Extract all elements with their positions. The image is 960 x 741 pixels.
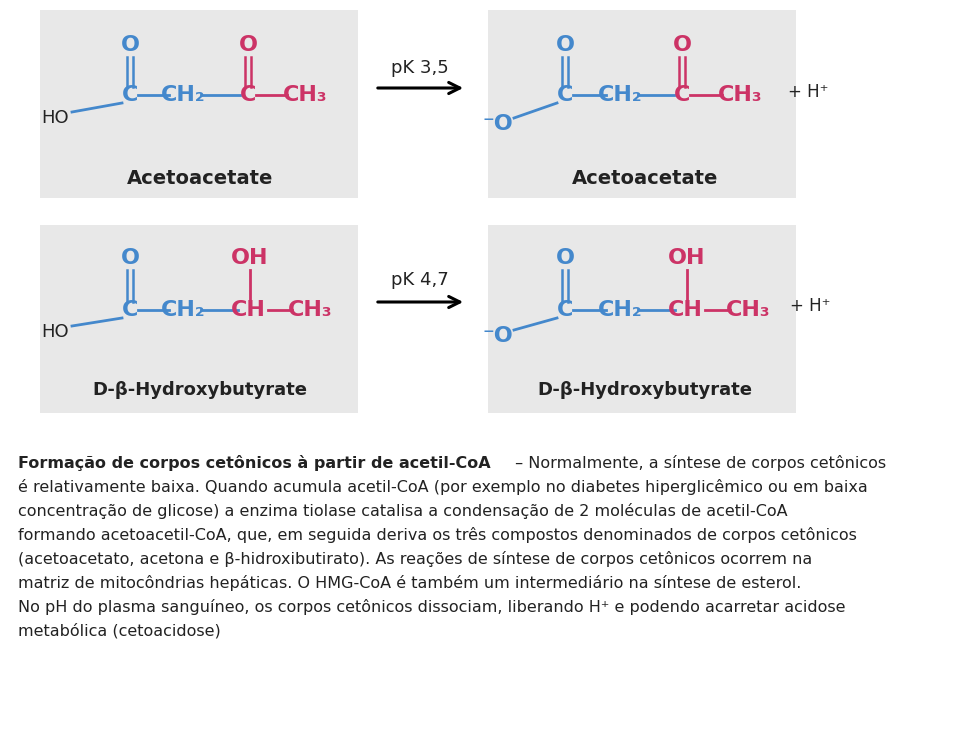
Text: – Normalmente, a síntese de corpos cetônicos: – Normalmente, a síntese de corpos cetôn… [510,455,886,471]
Text: CH₂: CH₂ [598,85,642,105]
Text: HO: HO [41,323,69,341]
Text: Formação de corpos cetônicos à partir de acetil-CoA: Formação de corpos cetônicos à partir de… [18,455,491,471]
Text: CH: CH [230,300,265,320]
Text: C: C [557,85,573,105]
Text: HO: HO [41,109,69,127]
Text: CH₃: CH₃ [718,85,762,105]
Text: CH₃: CH₃ [288,300,332,320]
Text: CH₃: CH₃ [282,85,327,105]
Bar [488,225,796,413]
Text: pK 3,5: pK 3,5 [391,59,449,77]
Text: C: C [122,300,138,320]
Text: OH: OH [668,248,706,268]
Text: CH₂: CH₂ [160,300,205,320]
Text: O: O [556,248,574,268]
Text: C: C [122,85,138,105]
Text: pK 4,7: pK 4,7 [391,271,449,289]
Text: CH₃: CH₃ [726,300,770,320]
Text: C: C [240,85,256,105]
Text: O: O [121,248,139,268]
Text: é relativamente baixa. Quando acumula acetil-CoA (por exemplo no diabetes hiperg: é relativamente baixa. Quando acumula ac… [18,479,868,495]
Text: CH: CH [667,300,703,320]
Text: C: C [557,300,573,320]
Text: + H⁺: + H⁺ [790,297,830,315]
Bar [40,225,358,413]
Text: + H⁺: + H⁺ [788,83,828,101]
Text: OH: OH [231,248,269,268]
Text: C: C [674,85,690,105]
Text: matriz de mitocôndrias hepáticas. O HMG-CoA é também um intermediário na síntese: matriz de mitocôndrias hepáticas. O HMG-… [18,575,802,591]
Text: D-β-Hydroxybutyrate: D-β-Hydroxybutyrate [92,381,307,399]
Text: No pH do plasma sanguíneo, os corpos cetônicos dissociam, liberando H⁺ e podendo: No pH do plasma sanguíneo, os corpos cet… [18,599,846,615]
Bar [488,10,796,198]
Text: CH₂: CH₂ [160,85,205,105]
Text: CH₂: CH₂ [598,300,642,320]
Text: metabólica (cetoacidose): metabólica (cetoacidose) [18,623,221,639]
Text: O: O [238,35,257,55]
Text: (acetoacetato, acetona e β-hidroxibutirato). As reações de síntese de corpos cet: (acetoacetato, acetona e β-hidroxibutira… [18,551,812,567]
Text: Acetoacetate: Acetoacetate [572,168,718,187]
Text: Acetoacetate: Acetoacetate [127,168,274,187]
Text: O: O [121,35,139,55]
Bar [40,10,358,198]
Text: O: O [556,35,574,55]
Text: formando acetoacetil-CoA, que, em seguida deriva os três compostos denominados d: formando acetoacetil-CoA, que, em seguid… [18,527,857,543]
Text: D-β-Hydroxybutyrate: D-β-Hydroxybutyrate [538,381,753,399]
Text: O: O [673,35,691,55]
Text: ⁻O: ⁻O [483,114,514,134]
Text: concentração de glicose) a enzima tiolase catalisa a condensação de 2 moléculas : concentração de glicose) a enzima tiolas… [18,503,787,519]
Text: ⁻O: ⁻O [483,326,514,346]
